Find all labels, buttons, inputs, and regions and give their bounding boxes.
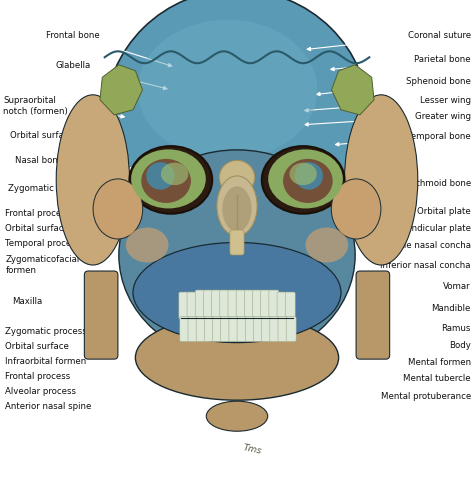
FancyBboxPatch shape	[204, 317, 214, 342]
FancyBboxPatch shape	[228, 291, 238, 320]
Ellipse shape	[136, 316, 338, 400]
FancyBboxPatch shape	[244, 291, 254, 320]
FancyBboxPatch shape	[236, 291, 246, 320]
Text: Middle nasal concha: Middle nasal concha	[269, 241, 471, 250]
Text: Perpendicular plate: Perpendicular plate	[272, 223, 471, 233]
Text: Greater wing: Greater wing	[305, 112, 471, 127]
FancyBboxPatch shape	[285, 293, 295, 320]
Ellipse shape	[126, 228, 168, 263]
Ellipse shape	[119, 151, 355, 360]
Text: Inferior nasal concha: Inferior nasal concha	[269, 260, 471, 269]
FancyBboxPatch shape	[245, 317, 255, 342]
Text: Infraorbital formen: Infraorbital formen	[5, 356, 129, 365]
Ellipse shape	[206, 401, 268, 431]
Text: Vomar: Vomar	[269, 281, 471, 290]
Text: Temporal bone: Temporal bone	[336, 132, 471, 147]
FancyBboxPatch shape	[187, 293, 197, 320]
Text: Sphenoid bone: Sphenoid bone	[317, 77, 471, 97]
Ellipse shape	[345, 96, 418, 266]
FancyBboxPatch shape	[253, 291, 263, 320]
Text: Frontal process: Frontal process	[5, 208, 117, 218]
FancyBboxPatch shape	[356, 272, 390, 359]
FancyBboxPatch shape	[286, 317, 296, 342]
Text: Orbital surface: Orbital surface	[10, 131, 124, 146]
Text: Glabella: Glabella	[55, 61, 167, 90]
Ellipse shape	[219, 161, 255, 195]
Ellipse shape	[217, 176, 257, 236]
Ellipse shape	[133, 243, 341, 343]
Text: Parietal bone: Parietal bone	[331, 55, 471, 72]
FancyBboxPatch shape	[220, 291, 230, 320]
FancyBboxPatch shape	[188, 317, 198, 342]
Text: Temporal process: Temporal process	[5, 238, 117, 247]
Ellipse shape	[283, 160, 333, 203]
FancyBboxPatch shape	[237, 317, 247, 342]
Text: Supraorbital
notch (formen): Supraorbital notch (formen)	[3, 96, 124, 119]
Text: Coronal suture: Coronal suture	[307, 31, 471, 52]
Text: Mandible: Mandible	[317, 304, 471, 313]
Text: Zygomaticofacial
formen: Zygomaticofacial formen	[5, 255, 117, 274]
Text: Mental protuberance: Mental protuberance	[274, 391, 471, 400]
Text: Body: Body	[326, 340, 471, 349]
Text: Mental tubercle: Mental tubercle	[298, 373, 471, 382]
FancyBboxPatch shape	[277, 293, 287, 320]
Ellipse shape	[268, 150, 343, 209]
FancyBboxPatch shape	[261, 291, 271, 320]
Text: Tms: Tms	[242, 442, 262, 455]
Ellipse shape	[290, 163, 317, 186]
Ellipse shape	[129, 147, 212, 214]
FancyBboxPatch shape	[221, 317, 231, 342]
Text: Lesser wing: Lesser wing	[305, 96, 471, 113]
FancyBboxPatch shape	[179, 293, 189, 320]
Ellipse shape	[93, 179, 143, 239]
Ellipse shape	[295, 163, 323, 190]
FancyBboxPatch shape	[262, 317, 272, 342]
FancyBboxPatch shape	[269, 291, 279, 320]
Ellipse shape	[161, 163, 188, 186]
FancyBboxPatch shape	[230, 230, 244, 256]
Text: Ramus: Ramus	[326, 324, 471, 333]
Ellipse shape	[56, 96, 129, 266]
Ellipse shape	[331, 179, 381, 239]
FancyBboxPatch shape	[211, 291, 221, 320]
Ellipse shape	[146, 163, 174, 190]
Ellipse shape	[131, 150, 206, 209]
FancyBboxPatch shape	[212, 317, 222, 342]
FancyBboxPatch shape	[180, 317, 190, 342]
Text: Orbital plate: Orbital plate	[295, 207, 471, 218]
Ellipse shape	[141, 160, 191, 203]
FancyBboxPatch shape	[229, 317, 239, 342]
Text: Ethmoid bone: Ethmoid bone	[298, 178, 471, 191]
FancyBboxPatch shape	[195, 291, 205, 320]
Text: Anterior nasal spine: Anterior nasal spine	[5, 401, 148, 410]
FancyBboxPatch shape	[254, 317, 264, 342]
Ellipse shape	[222, 187, 252, 232]
Ellipse shape	[138, 21, 318, 160]
FancyBboxPatch shape	[203, 291, 213, 320]
Text: Mental formen: Mental formen	[312, 357, 471, 366]
Text: Zygomatic process: Zygomatic process	[5, 326, 122, 335]
Text: Zygomatic bone: Zygomatic bone	[8, 183, 108, 194]
Text: Maxilla: Maxilla	[12, 296, 134, 305]
Text: Frontal bone: Frontal bone	[46, 31, 172, 68]
Text: Nasal bone: Nasal bone	[15, 156, 134, 171]
Text: Alveolar process: Alveolar process	[5, 386, 122, 395]
Polygon shape	[331, 66, 374, 116]
FancyBboxPatch shape	[278, 317, 288, 342]
FancyBboxPatch shape	[270, 317, 280, 342]
Text: Orbital surface: Orbital surface	[5, 223, 117, 232]
FancyBboxPatch shape	[84, 272, 118, 359]
Ellipse shape	[306, 228, 348, 263]
FancyBboxPatch shape	[196, 317, 206, 342]
Ellipse shape	[105, 0, 369, 250]
Polygon shape	[100, 66, 143, 116]
Text: Frontal process: Frontal process	[5, 371, 122, 380]
Text: Orbital surface: Orbital surface	[5, 341, 122, 350]
Ellipse shape	[262, 147, 345, 214]
